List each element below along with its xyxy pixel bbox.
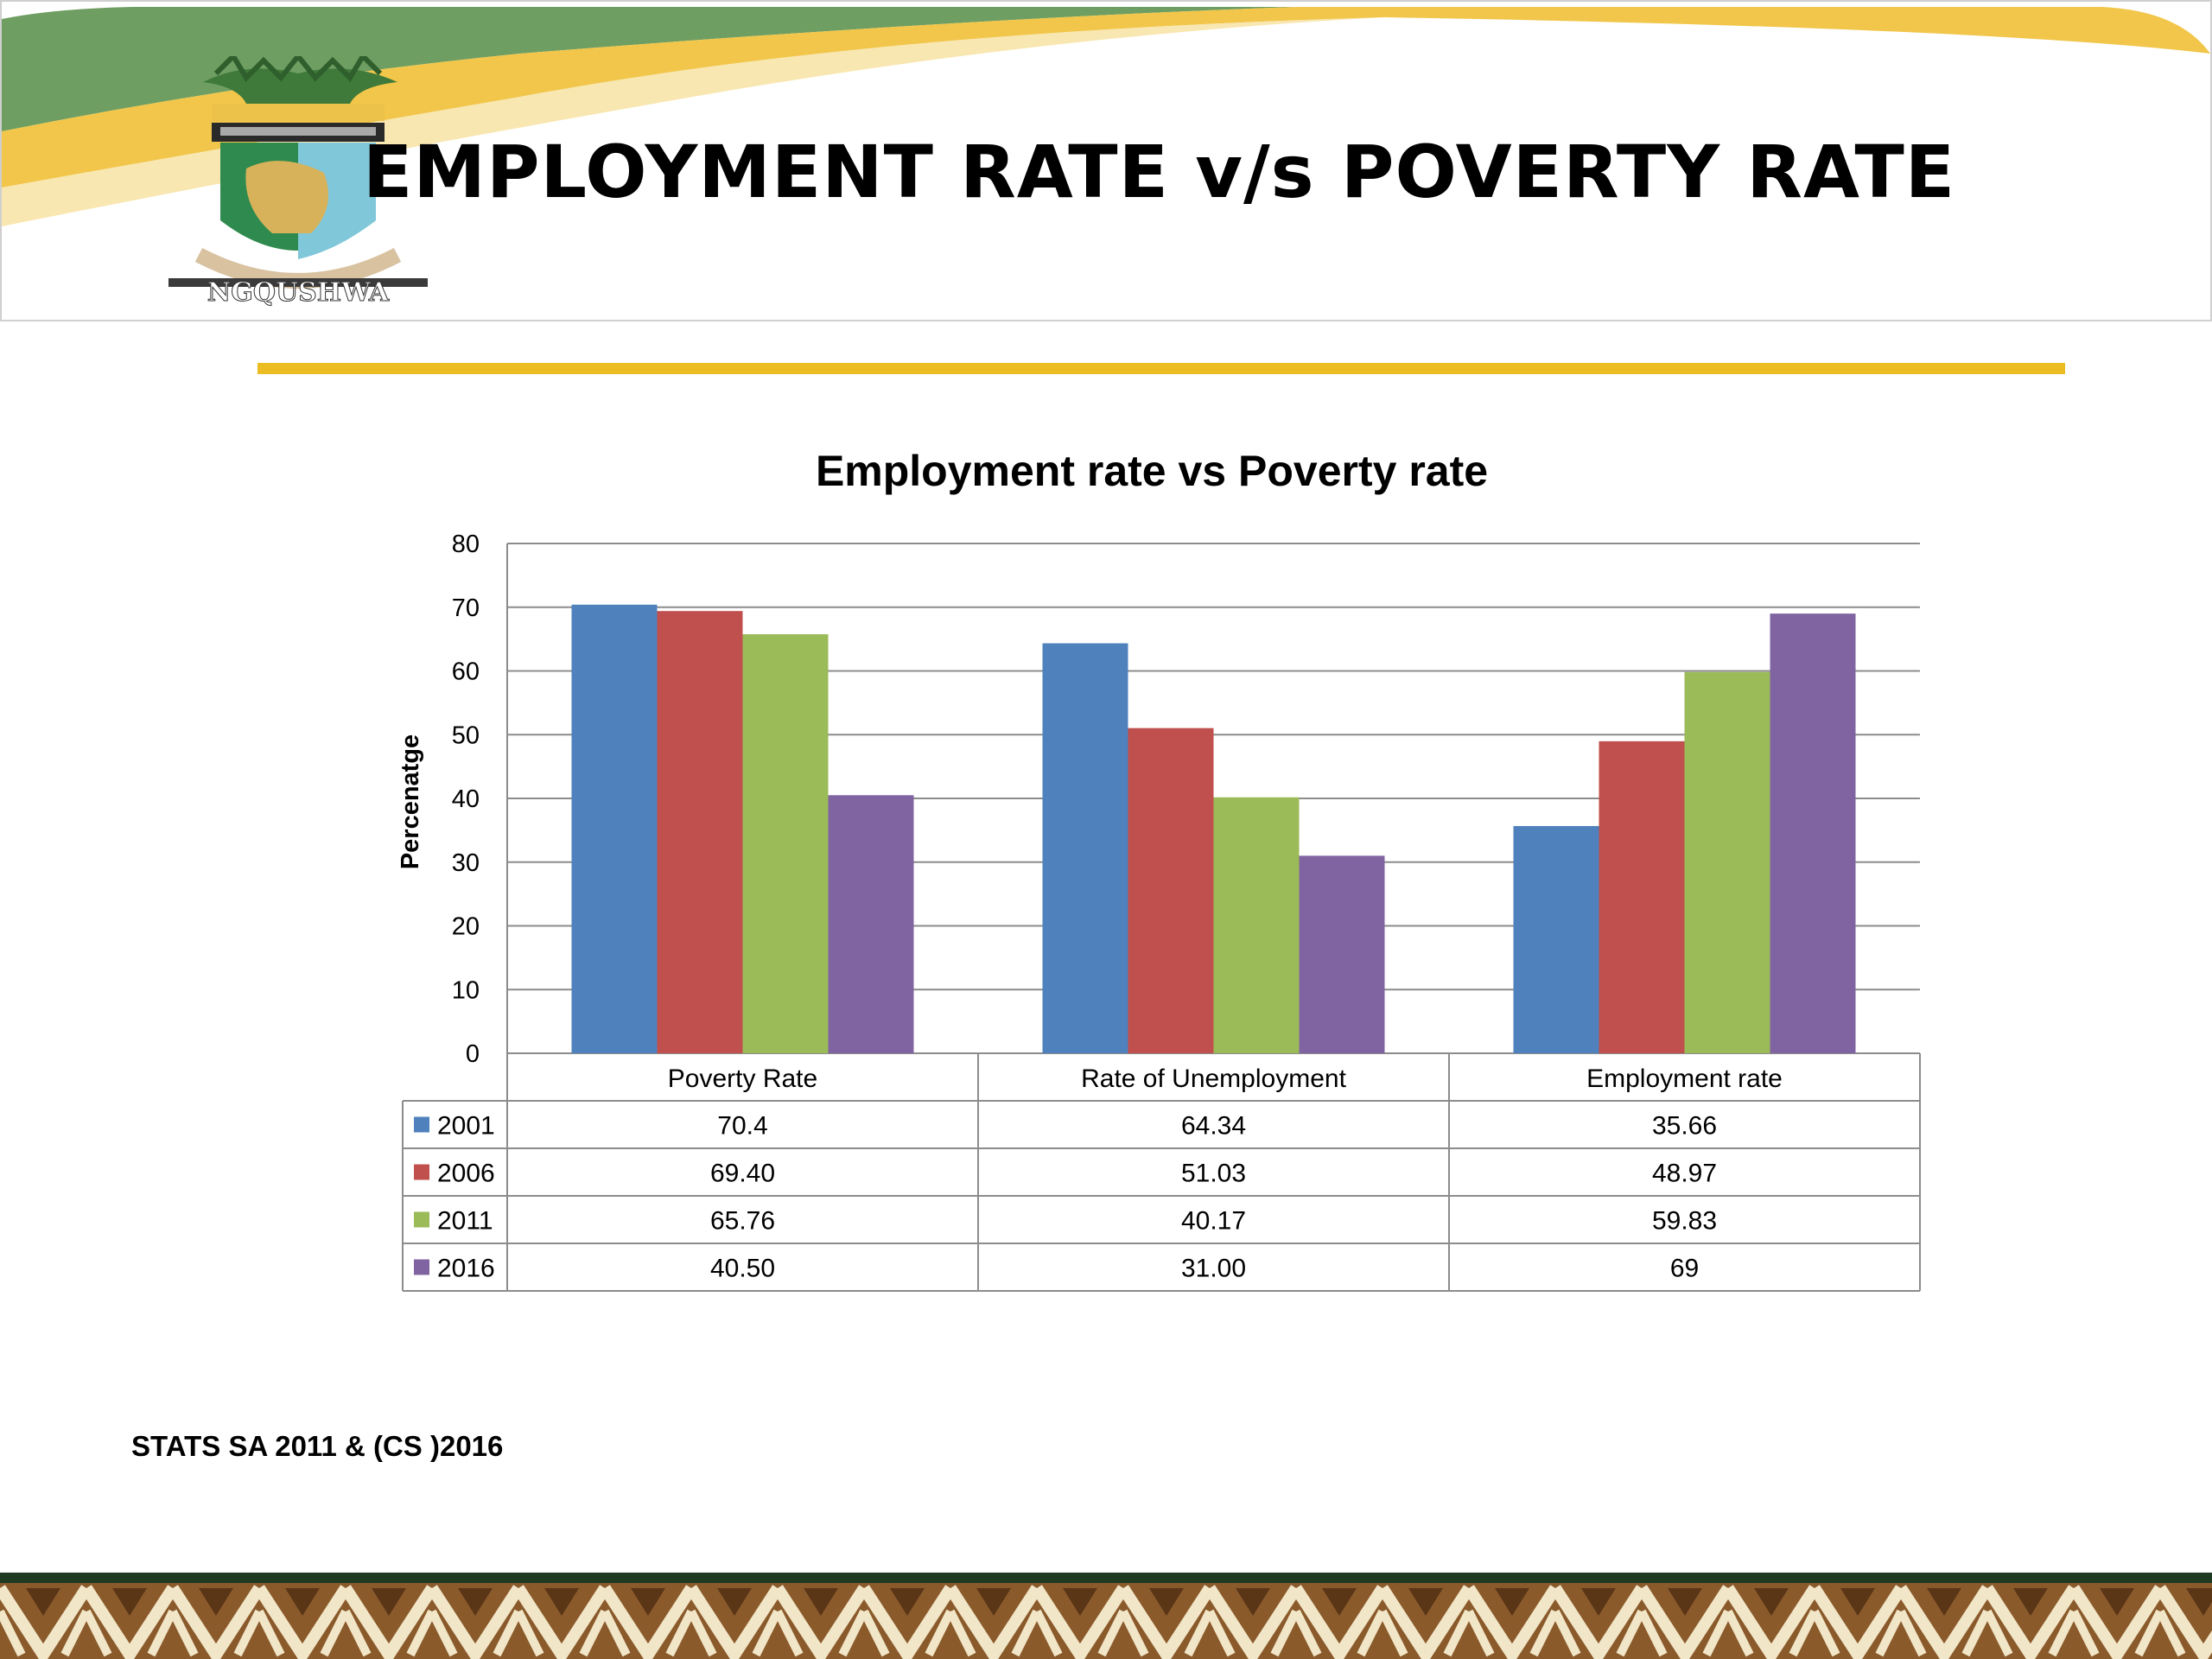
bar-2006-1: [1128, 728, 1214, 1053]
y-axis-label: Percenatge: [397, 734, 424, 869]
data-label: 69.40: [710, 1160, 775, 1188]
bars: [571, 604, 1856, 1053]
category-label: Employment rate: [1586, 1065, 1783, 1093]
data-label: 69: [1670, 1255, 1699, 1283]
y-tick-label: 30: [452, 849, 480, 877]
category-label: Rate of Unemployment: [1081, 1065, 1346, 1093]
bar-2006-0: [657, 611, 743, 1053]
green-swoosh: [2, 7, 1298, 131]
bar-2016-1: [1299, 855, 1385, 1053]
bar-2001-1: [1042, 643, 1128, 1053]
legend-label: 2001: [437, 1112, 495, 1141]
y-tick-label: 60: [452, 658, 480, 686]
y-tick-label: 10: [452, 976, 480, 1004]
legend-label: 2006: [437, 1160, 495, 1188]
y-tick-label: 50: [452, 721, 480, 749]
legend-swatch-2006: [414, 1164, 429, 1180]
y-tick-label: 0: [466, 1040, 480, 1068]
data-label: 40.17: [1181, 1207, 1246, 1236]
y-tick-label: 40: [452, 785, 480, 813]
bar-2011-0: [742, 634, 829, 1053]
bar-2001-2: [1513, 826, 1599, 1053]
legend-label: 2011: [437, 1207, 493, 1236]
yellow-swoosh: [2, 7, 2210, 188]
data-label: 70.4: [717, 1112, 767, 1141]
bar-2011-2: [1684, 671, 1770, 1053]
y-axis-ticks: 0 10 20 30 40 50 60 70 80: [452, 531, 480, 1068]
bar-2006-2: [1599, 741, 1685, 1053]
data-label: 59.83: [1652, 1207, 1717, 1236]
bar-2011-1: [1213, 797, 1300, 1053]
data-label: 31.00: [1181, 1255, 1246, 1283]
source-note: STATS SA 2011 & (CS )2016: [131, 1430, 504, 1462]
y-tick-label: 20: [452, 913, 480, 941]
bar-2016-0: [828, 795, 914, 1053]
logo-text: NGQUSHWA: [207, 277, 390, 308]
legend-swatch-2001: [414, 1116, 429, 1133]
gold-divider: [257, 363, 2065, 374]
data-label: 35.66: [1652, 1112, 1717, 1141]
bar-2016-2: [1770, 613, 1856, 1053]
header-swoosh: [2, 7, 2210, 226]
y-tick-label: 70: [452, 594, 480, 622]
category-label: Poverty Rate: [668, 1065, 817, 1093]
data-table: Poverty Rate Rate of Unemployment Employme…: [402, 1053, 1921, 1292]
chart-title: Employment rate vs Poverty rate: [816, 447, 1488, 495]
legend-label: 2016: [437, 1255, 495, 1283]
decorative-footer-band: [0, 1573, 2212, 1659]
data-label: 48.97: [1652, 1160, 1717, 1188]
bar-2001-0: [571, 604, 658, 1053]
data-label: 40.50: [710, 1255, 775, 1283]
slide-title: EMPLOYMENT RATE v/s POVERTY RATE: [363, 130, 1956, 214]
data-label: 51.03: [1181, 1160, 1246, 1188]
data-label: 64.34: [1181, 1112, 1246, 1141]
legend-swatch-2016: [414, 1259, 429, 1275]
data-label: 65.76: [710, 1207, 775, 1236]
y-tick-label: 80: [452, 531, 480, 558]
municipality-crest-logo: NGQUSHWA: [168, 56, 428, 308]
legend-swatch-2011: [414, 1211, 429, 1228]
